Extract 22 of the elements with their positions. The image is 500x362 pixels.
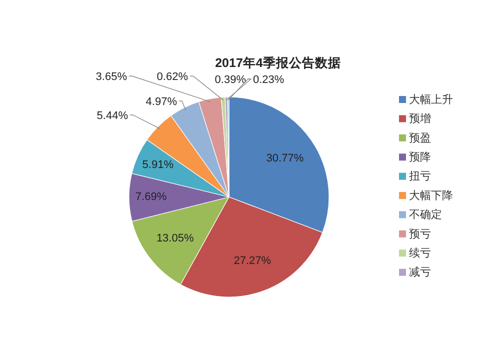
- data-label: 27.27%: [234, 254, 272, 267]
- data-label: 3.65%: [96, 71, 128, 83]
- legend-label: 预增: [409, 113, 431, 126]
- legend-label: 续亏: [409, 246, 431, 260]
- legend-label: 大幅下降: [409, 188, 453, 202]
- data-label: 7.69%: [135, 191, 167, 204]
- legend-label: 预降: [409, 152, 431, 164]
- legend-label: 不确定: [409, 208, 442, 222]
- legend-label: 预亏: [409, 228, 431, 240]
- data-label: 0.39%: [214, 74, 246, 86]
- data-label: 30.77%: [266, 152, 304, 164]
- legend-label: 大幅上升: [409, 92, 453, 106]
- legend-label: 预盈: [409, 132, 431, 144]
- data-label: 0.23%: [253, 74, 284, 86]
- legend-label: 减亏: [409, 266, 431, 279]
- data-label: 4.97%: [146, 96, 178, 108]
- data-label: 5.91%: [142, 158, 174, 171]
- data-label: 5.44%: [96, 110, 128, 122]
- data-label: 13.05%: [156, 232, 194, 244]
- chart-title: 2017年4季报公告数据: [215, 55, 341, 70]
- legend-label: 扭亏: [409, 170, 431, 183]
- data-label: 0.62%: [156, 71, 188, 83]
